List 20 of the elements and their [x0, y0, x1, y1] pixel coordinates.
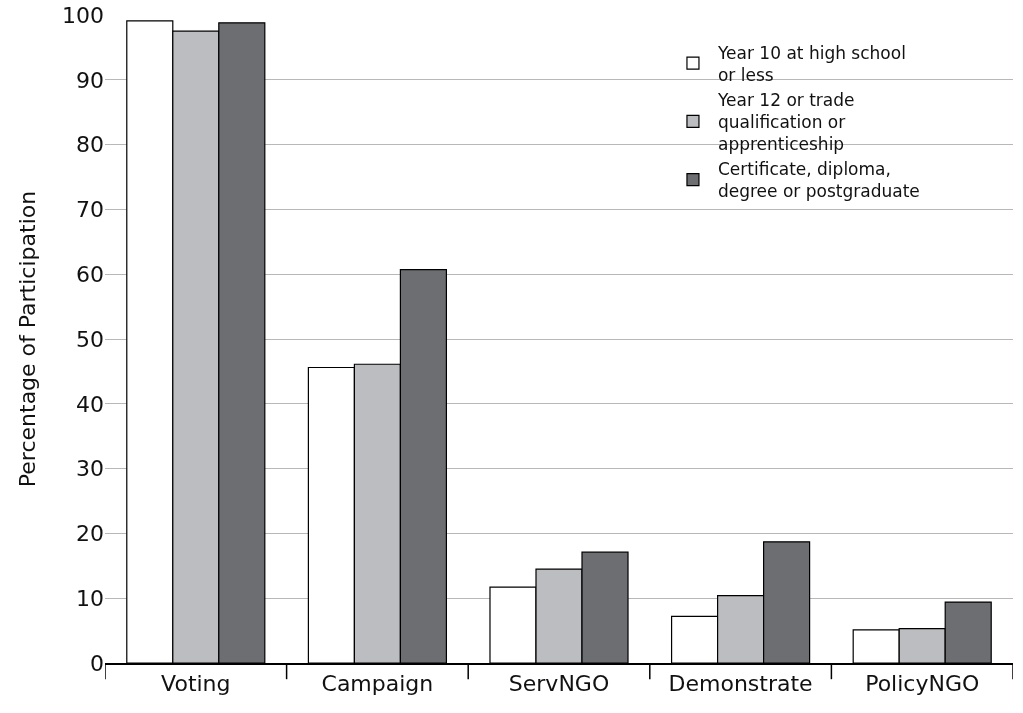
y-tick-label: 70: [76, 197, 104, 223]
y-tick-label: 60: [76, 261, 104, 287]
x-tick-label: PolicyNGO: [865, 671, 980, 697]
y-tick-label: 50: [76, 326, 104, 352]
x-tick-label: ServNGO: [508, 671, 610, 697]
y-tick-label: 80: [76, 132, 104, 158]
y-tick-label: 90: [76, 67, 104, 93]
y-tick-label: 100: [62, 2, 104, 28]
y-axis-title: Percentage of Participation: [14, 190, 40, 488]
x-tick-label: Demonstrate: [668, 671, 813, 697]
y-tick-label: 20: [76, 521, 104, 547]
x-tick-label: Voting: [161, 671, 231, 697]
legend-label: Year 12 or trade qualification or apprenticeship: [716, 89, 855, 155]
legend-label: Certificate, diploma, degree or postgraduate: [717, 159, 920, 202]
legend-label: Year 10 at high school or less: [716, 42, 906, 85]
y-tick-label: 40: [76, 391, 104, 417]
x-tick-label: Campaign: [321, 671, 434, 697]
y-tick-label: 0: [90, 650, 104, 676]
y-tick-label: 30: [76, 456, 104, 482]
y-tick-label: 10: [76, 585, 104, 611]
